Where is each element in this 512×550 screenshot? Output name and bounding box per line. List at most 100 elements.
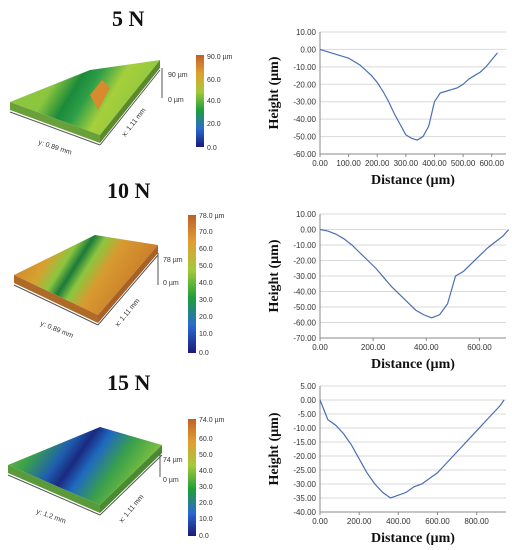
x-tick-label: 400.00	[386, 517, 411, 526]
colorbar-tick: 74.0 µm	[199, 417, 225, 424]
y-tick-label: -40.00	[293, 508, 316, 517]
y-axis-title: Height (µm)	[267, 412, 282, 485]
colorbar-tick: 50.0	[199, 452, 213, 459]
x-tick-label: 600.00	[425, 517, 450, 526]
x-tick-label: 800.00	[464, 517, 489, 526]
colorbar	[196, 55, 204, 147]
surface-peak	[90, 80, 110, 110]
y-tick-label: -50.00	[293, 133, 316, 142]
colorbar-tick: 0.0	[199, 533, 209, 540]
x-axis-title: Distance (µm)	[371, 173, 455, 188]
profile-series-line	[319, 228, 510, 319]
colorbar-tick: 0.0	[199, 350, 209, 357]
profile-series-line	[319, 48, 498, 141]
surface-top	[14, 235, 158, 315]
surface-top	[8, 427, 162, 505]
profile-chart-15n: 5.00 0.00 -5.00 -10.00 -15.00 -20.00 -25.00 -30…	[267, 382, 506, 546]
x-tick-label: 200.00	[365, 159, 390, 168]
colorbar-tick: 0.0	[207, 145, 217, 152]
colorbar-tick: 60.0	[207, 77, 221, 84]
y-tick-label: -5.00	[298, 410, 317, 419]
surface-front	[10, 102, 100, 143]
colorbar	[188, 419, 196, 536]
colorbar-tick: 70.0	[199, 229, 213, 236]
y-tick-label: 0.00	[300, 396, 316, 405]
y-tick-label: 10.00	[296, 210, 317, 219]
colorbar-tick: 40.0	[199, 468, 213, 475]
y-tick-label: -70.00	[293, 334, 316, 343]
y-axis-title: Height (µm)	[267, 56, 282, 129]
z-bottom-label: 0 µm	[168, 97, 184, 104]
profile-chart-5n: 10.00 0.00 -10.00 -20.00 -30.00 -40.00 -50.00 -…	[267, 28, 506, 188]
z-top-label: 74 µm	[163, 457, 183, 464]
colorbar-tick: 50.0	[199, 263, 213, 270]
x-tick-label: 300.00	[394, 159, 419, 168]
colorbar-tick: 30.0	[199, 297, 213, 304]
profile-series-line	[319, 399, 505, 499]
y-tick-label: -40.00	[293, 288, 316, 297]
surface-plot-5n: 90 µm 0 µm y: 0.89 mm x: 1.11 mm 90.0 µm…	[9, 54, 233, 157]
x-axis-label: x: 1.11 mm	[118, 494, 145, 525]
profile-chart-10n: 10.00 0.00 -10.00 -20.00 -30.00 -40.00 -50.00 -…	[267, 210, 510, 372]
x-tick-label: 600.00	[479, 159, 504, 168]
x-tick-label: 500.00	[451, 159, 476, 168]
y-tick-label: -30.00	[293, 480, 316, 489]
y-tick-label: 10.00	[296, 28, 317, 37]
surface-plot-15n: 74 µm 0 µm y: 1.2 mm x: 1.11 mm 74.0 µm …	[7, 417, 225, 540]
colorbar-tick: 10.0	[199, 331, 213, 338]
y-tick-label: -60.00	[293, 319, 316, 328]
x-tick-label: 0.00	[312, 343, 328, 352]
z-top-label: 90 µm	[168, 72, 188, 79]
y-tick-label: -10.00	[293, 63, 316, 72]
x-tick-label: 600.00	[467, 343, 492, 352]
x-tick-label: 100.00	[336, 159, 361, 168]
y-tick-label: -30.00	[293, 272, 316, 281]
x-tick-label: 200.00	[361, 343, 386, 352]
surface-side	[100, 445, 162, 513]
colorbar-tick: 60.0	[199, 246, 213, 253]
y-tick-label: 0.00	[300, 45, 316, 54]
colorbar-tick: 20.0	[207, 121, 221, 128]
title-15n: 15 N	[107, 370, 151, 395]
colorbar-tick: 10.0	[199, 516, 213, 523]
x-axis-title: Distance (µm)	[371, 531, 455, 546]
surface-plot-10n: 78 µm 0 µm y: 0.89 mm x: 1.11 mm 78.0 µm…	[13, 213, 225, 357]
y-tick-label: -10.00	[293, 241, 316, 250]
y-tick-label: -60.00	[293, 150, 316, 159]
y-tick-label: -30.00	[293, 98, 316, 107]
y-axis-label: y: 0.89 mm	[37, 139, 72, 156]
y-axis-title: Height (µm)	[267, 239, 282, 312]
colorbar-tick: 40.0	[199, 280, 213, 287]
y-tick-label: -35.00	[293, 494, 316, 503]
y-tick-label: 5.00	[300, 382, 316, 391]
colorbar	[188, 215, 196, 353]
x-axis-label: x: 1.11 mm	[114, 298, 141, 329]
y-tick-label: -25.00	[293, 466, 316, 475]
z-bottom-label: 0 µm	[163, 280, 179, 287]
colorbar-tick: 20.0	[199, 314, 213, 321]
surface-front	[14, 275, 98, 323]
colorbar-tick: 20.0	[199, 500, 213, 507]
colorbar-tick: 40.0	[207, 98, 221, 105]
surface-top	[10, 60, 160, 135]
y-tick-label: -40.00	[293, 115, 316, 124]
x-tick-label: 0.00	[312, 159, 328, 168]
colorbar-tick: 30.0	[199, 484, 213, 491]
y-tick-label: -20.00	[293, 80, 316, 89]
title-10n: 10 N	[107, 178, 151, 203]
title-5n: 5 N	[112, 6, 145, 31]
y-tick-label: -20.00	[293, 257, 316, 266]
colorbar-tick: 90.0 µm	[207, 54, 233, 61]
x-axis-title: Distance (µm)	[371, 357, 455, 372]
x-tick-label: 0.00	[312, 517, 328, 526]
y-tick-label: -50.00	[293, 303, 316, 312]
surface-side	[100, 60, 160, 143]
z-top-label: 78 µm	[163, 257, 183, 264]
x-tick-label: 400.00	[422, 159, 447, 168]
colorbar-tick: 60.0	[199, 436, 213, 443]
colorbar-tick: 78.0 µm	[199, 213, 225, 220]
z-bottom-label: 0 µm	[163, 477, 179, 484]
y-tick-label: -20.00	[293, 452, 316, 461]
surface-front	[8, 465, 100, 513]
y-tick-label: -15.00	[293, 438, 316, 447]
